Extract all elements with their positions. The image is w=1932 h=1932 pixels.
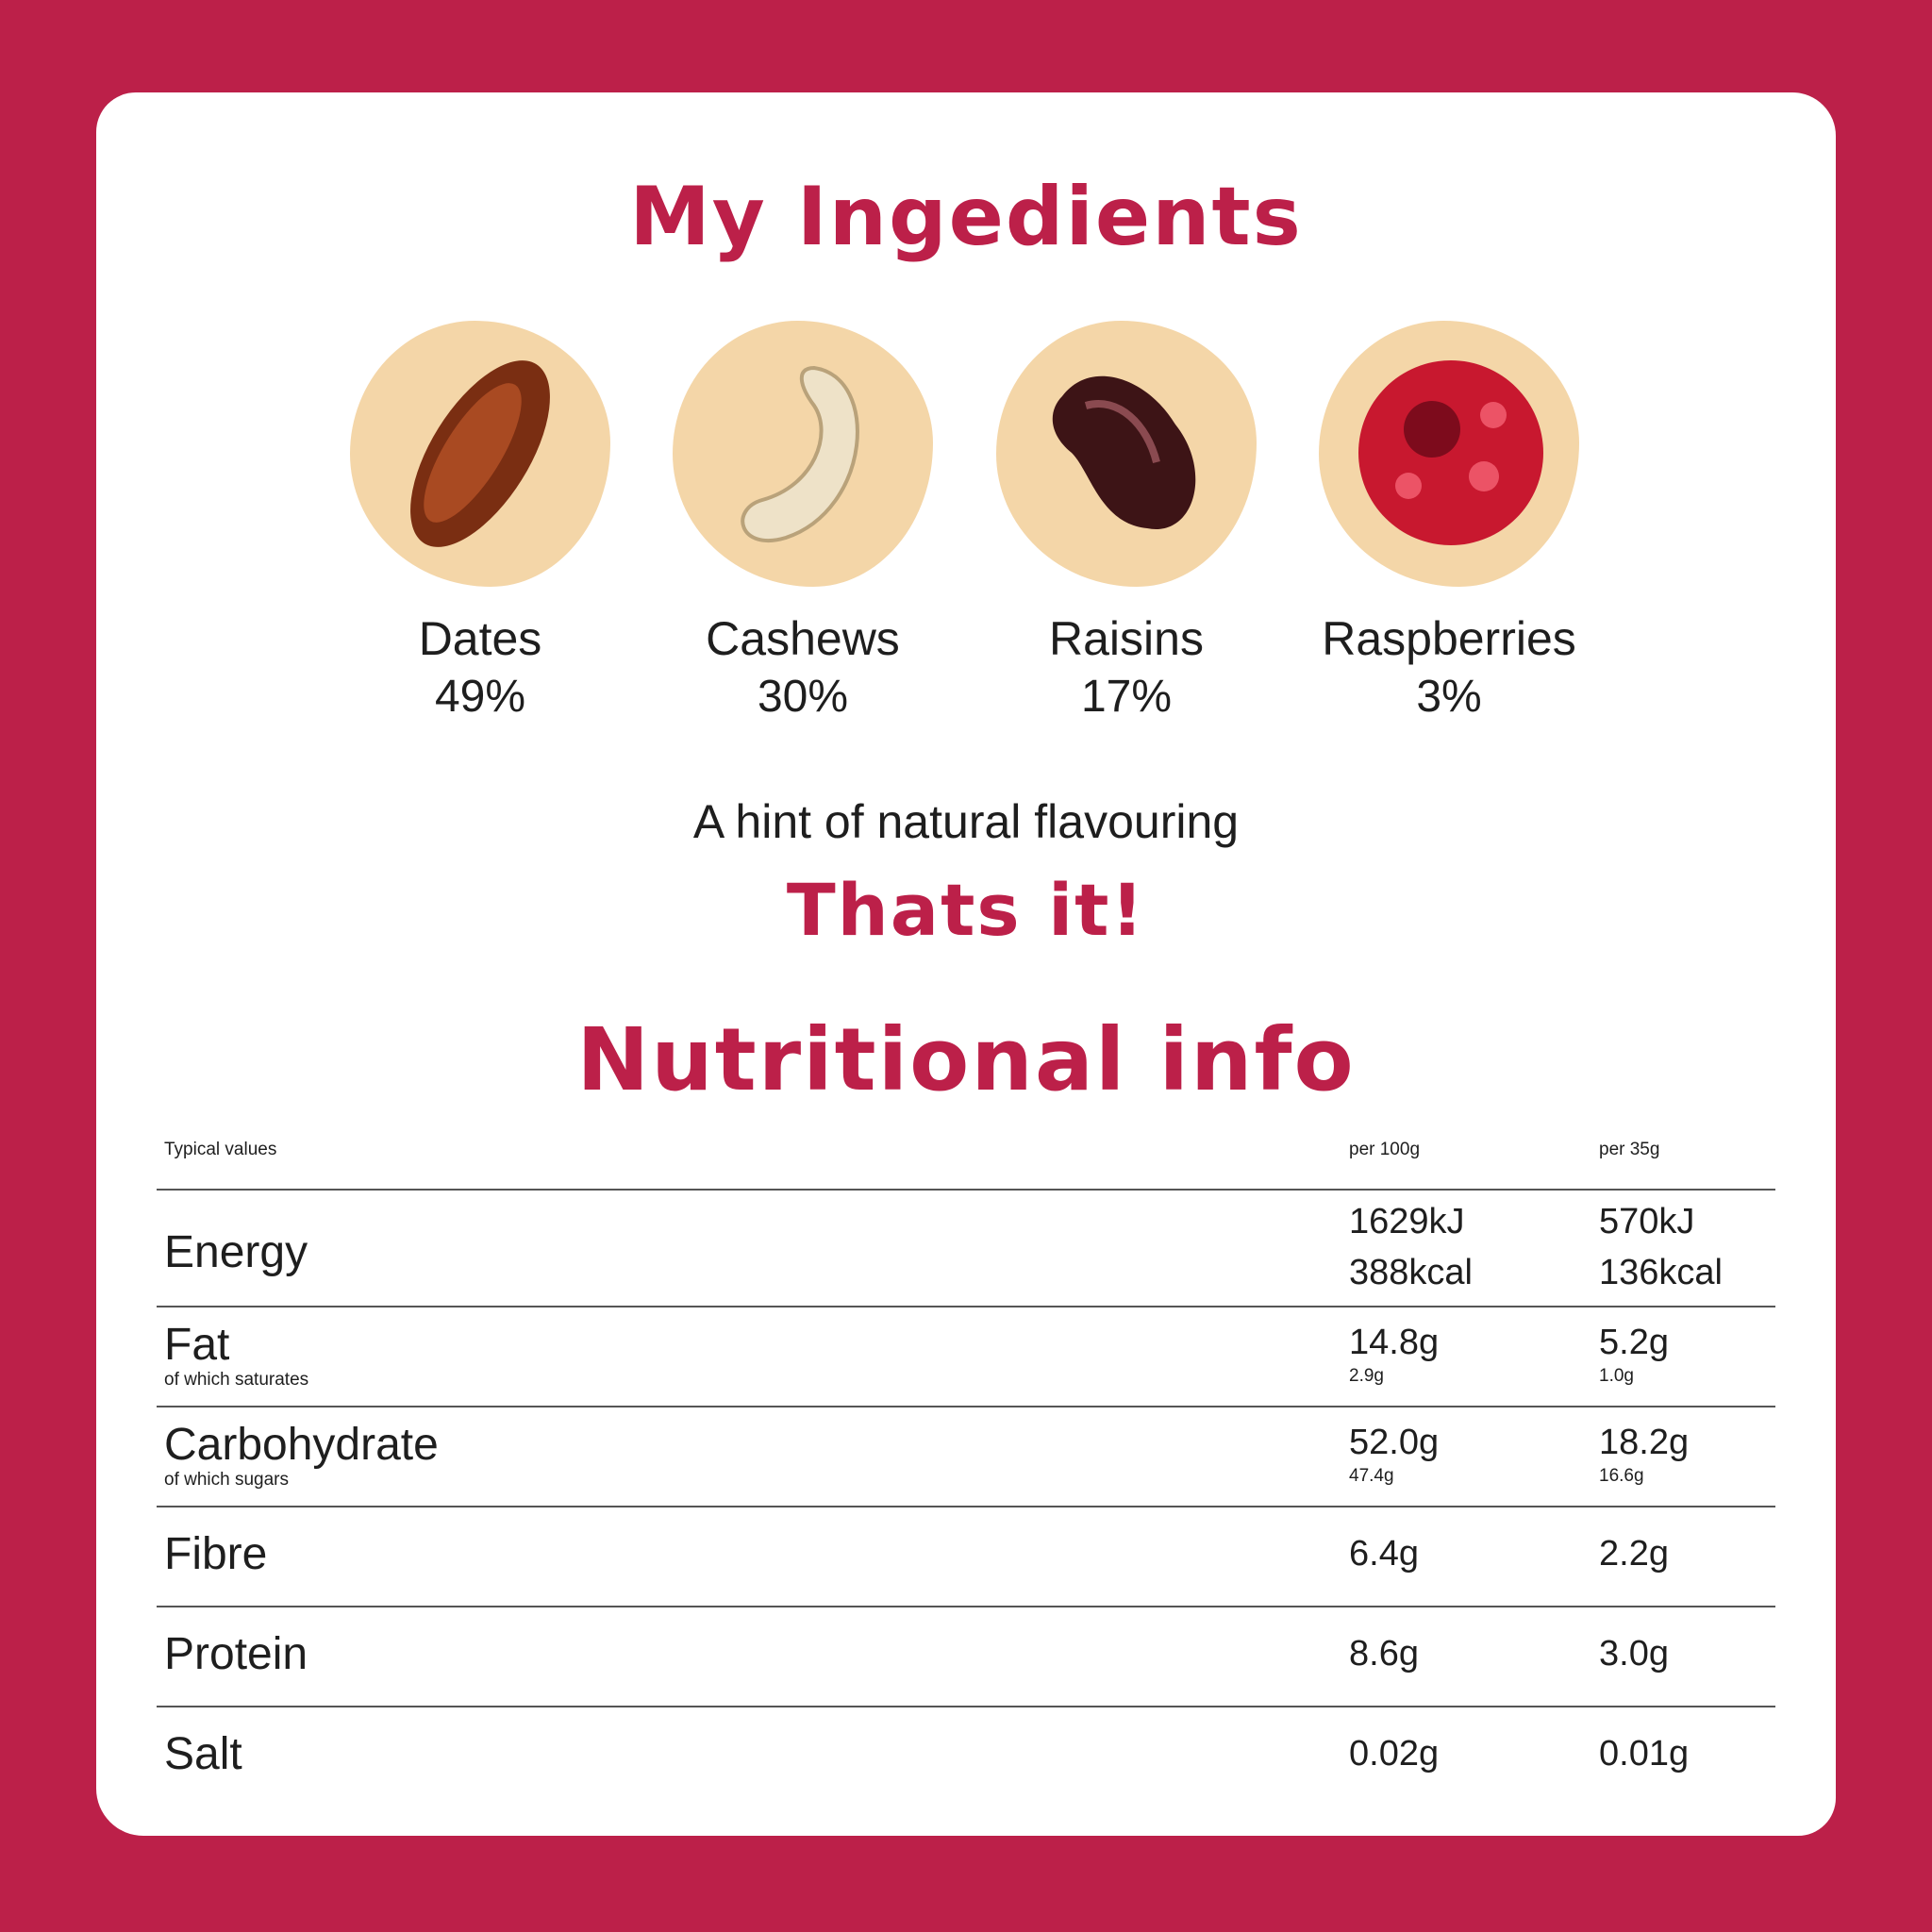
table-row-protein: Protein 8.6g 3.0g bbox=[157, 1606, 1775, 1706]
table-row-carbohydrate: Carbohydrate of which sugars 52.0g 47.4g… bbox=[157, 1406, 1775, 1506]
ingredient-cashews: Cashews 30% bbox=[671, 321, 935, 726]
table-row-salt: Salt 0.02g 0.01g bbox=[157, 1706, 1775, 1806]
nutrition-table: Typical values per 100g per 35g Energy 1… bbox=[157, 1140, 1775, 1806]
thats-it-text: Thats it! bbox=[786, 868, 1146, 952]
hint-text: A hint of natural flavouring bbox=[692, 795, 1240, 848]
ingredient-dates: Dates 49% bbox=[348, 321, 612, 726]
table-row-fat: Fat of which saturates 14.8g 2.9g 5.2g 1… bbox=[157, 1306, 1775, 1406]
table-header: Typical values per 100g per 35g bbox=[164, 1140, 1660, 1159]
ingredient-raisins: Raisins 17% bbox=[994, 321, 1258, 726]
cashew-icon bbox=[673, 321, 933, 587]
date-icon bbox=[350, 321, 610, 587]
nutrition-title: Nutritional info bbox=[576, 1009, 1356, 1110]
ingredients-title: My Ingedients bbox=[629, 170, 1303, 264]
raspberry-icon bbox=[1319, 321, 1579, 587]
raisin-icon bbox=[996, 321, 1257, 587]
table-row-fibre: Fibre 6.4g 2.2g bbox=[157, 1506, 1775, 1606]
ingredient-raspberries: Raspberries 3% bbox=[1317, 321, 1581, 726]
table-row-energy: Energy 1629kJ 388kcal 570kJ 136kcal bbox=[157, 1189, 1775, 1306]
